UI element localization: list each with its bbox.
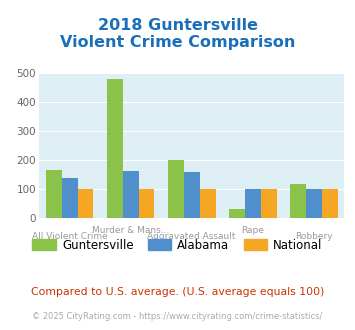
Bar (306, 189, 322, 218)
Bar (107, 79, 123, 218)
Text: All Violent Crime: All Violent Crime (32, 232, 108, 241)
Text: Aggravated Assault: Aggravated Assault (147, 232, 236, 241)
Bar (184, 172, 200, 218)
Text: © 2025 CityRating.com - https://www.cityrating.com/crime-statistics/: © 2025 CityRating.com - https://www.city… (32, 312, 323, 321)
Bar (229, 209, 245, 218)
Bar (261, 189, 277, 218)
Bar (168, 160, 184, 218)
Bar (245, 189, 261, 218)
Bar (138, 189, 154, 218)
Bar (200, 189, 215, 218)
Text: Rape: Rape (241, 226, 264, 235)
Bar (322, 189, 338, 218)
Text: Violent Crime Comparison: Violent Crime Comparison (60, 35, 295, 50)
Bar (123, 171, 138, 218)
Bar (62, 178, 77, 218)
Text: Robbery: Robbery (295, 232, 333, 241)
Text: 2018 Guntersville: 2018 Guntersville (98, 18, 257, 33)
Text: Compared to U.S. average. (U.S. average equals 100): Compared to U.S. average. (U.S. average … (31, 287, 324, 297)
Bar (77, 189, 93, 218)
Legend: Guntersville, Alabama, National: Guntersville, Alabama, National (28, 234, 327, 256)
Bar (46, 170, 62, 218)
Text: Murder & Mans...: Murder & Mans... (92, 226, 169, 235)
Bar (290, 184, 306, 218)
